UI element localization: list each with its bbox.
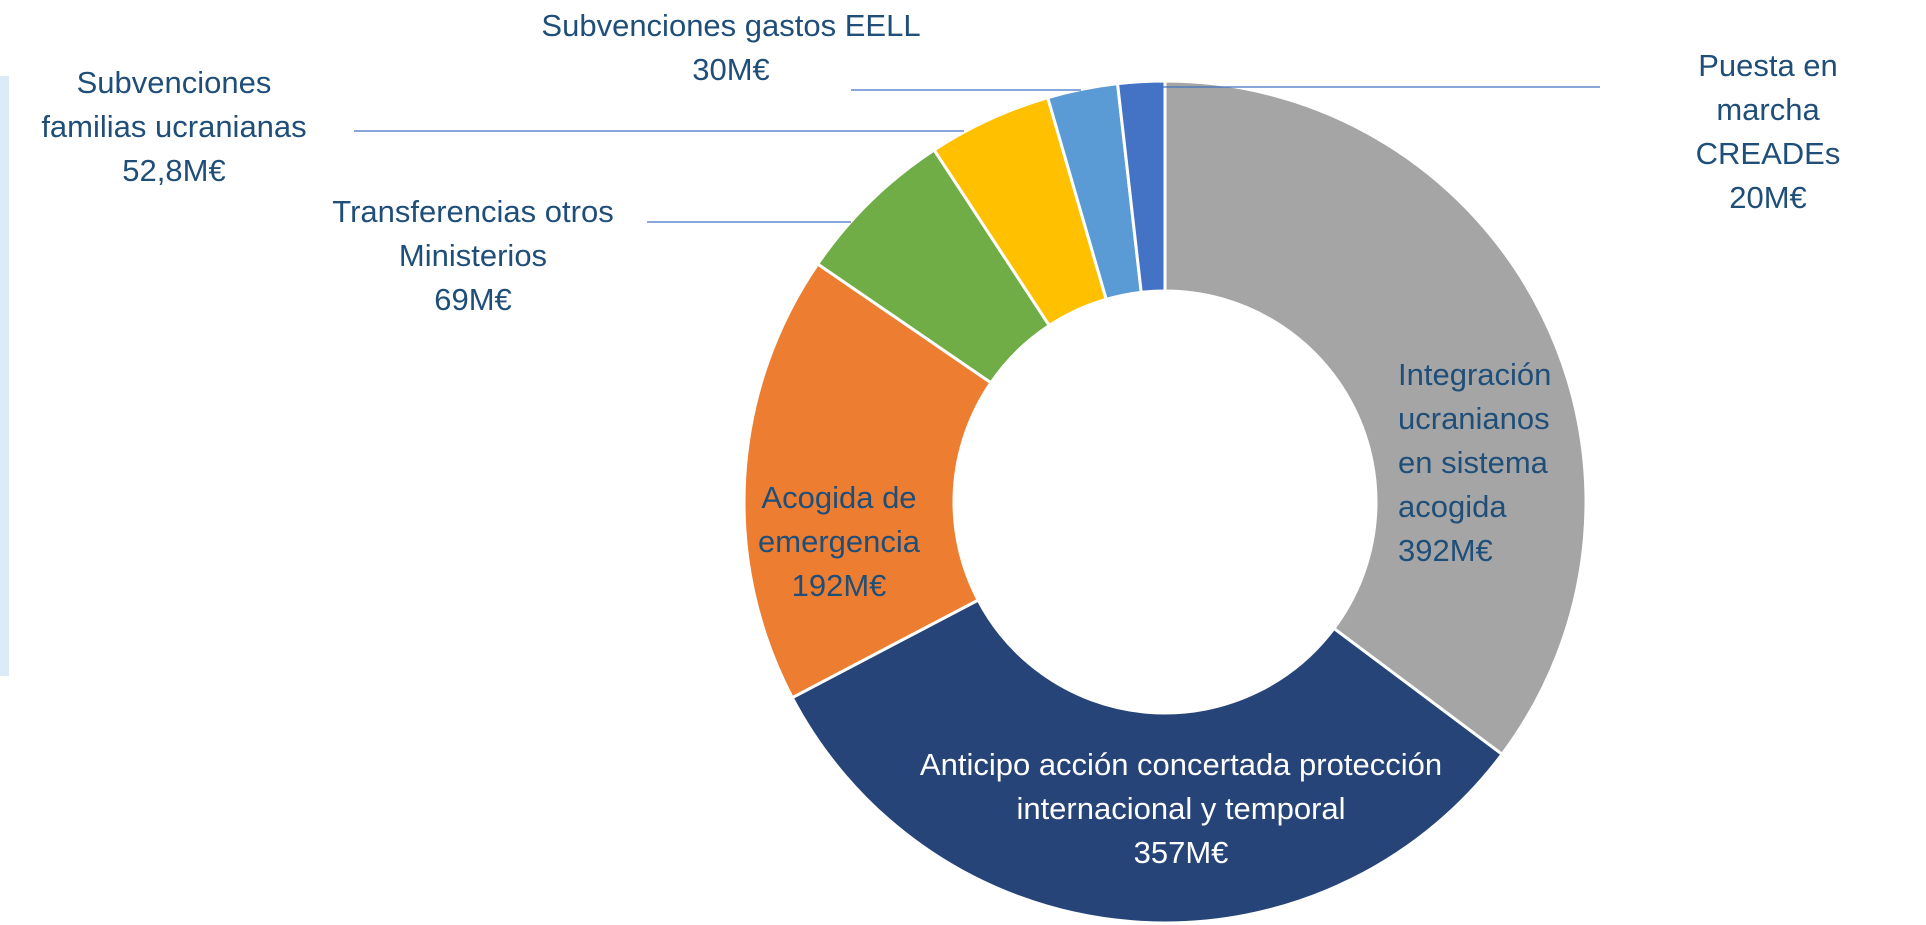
value-label: 69M€ <box>434 282 512 317</box>
data-label: Subvenciones familias ucranianas 52,8M€ <box>41 61 306 193</box>
category-label: Acogida de emergencia <box>758 480 920 559</box>
value-label: 52,8M€ <box>122 153 226 188</box>
data-label: Acogida de emergencia 192M€ <box>758 476 920 608</box>
category-label: Transferencias otros Ministerios <box>332 194 614 273</box>
category-label: Subvenciones gastos EELL <box>541 8 921 43</box>
category-label: Integración ucranianos en sistema acogid… <box>1398 357 1552 524</box>
donut-segment <box>1163 79 1588 757</box>
data-label: Puesta en marcha CREADEs 20M€ <box>1689 44 1847 220</box>
data-label: Integración ucranianos en sistema acogid… <box>1398 353 1551 573</box>
data-label: Subvenciones gastos EELL 30M€ <box>541 4 920 92</box>
data-label: Transferencias otros Ministerios 69M€ <box>332 190 613 322</box>
donut-segment <box>742 261 994 700</box>
side-bar <box>0 76 9 676</box>
value-label: 30M€ <box>692 52 770 87</box>
category-label: Anticipo acción concertada protección in… <box>919 747 1443 826</box>
value-label: 192M€ <box>791 568 887 603</box>
donut-segment <box>1115 79 1167 295</box>
data-label: Anticipo acción concertada protección in… <box>920 743 1442 875</box>
value-label: 20M€ <box>1729 180 1807 215</box>
value-label: 392M€ <box>1398 533 1493 568</box>
value-label: 357M€ <box>1133 835 1229 870</box>
category-label: Puesta en marcha CREADEs <box>1695 48 1841 171</box>
category-label: Subvenciones familias ucranianas <box>41 65 307 144</box>
donut-segment <box>790 598 1505 925</box>
